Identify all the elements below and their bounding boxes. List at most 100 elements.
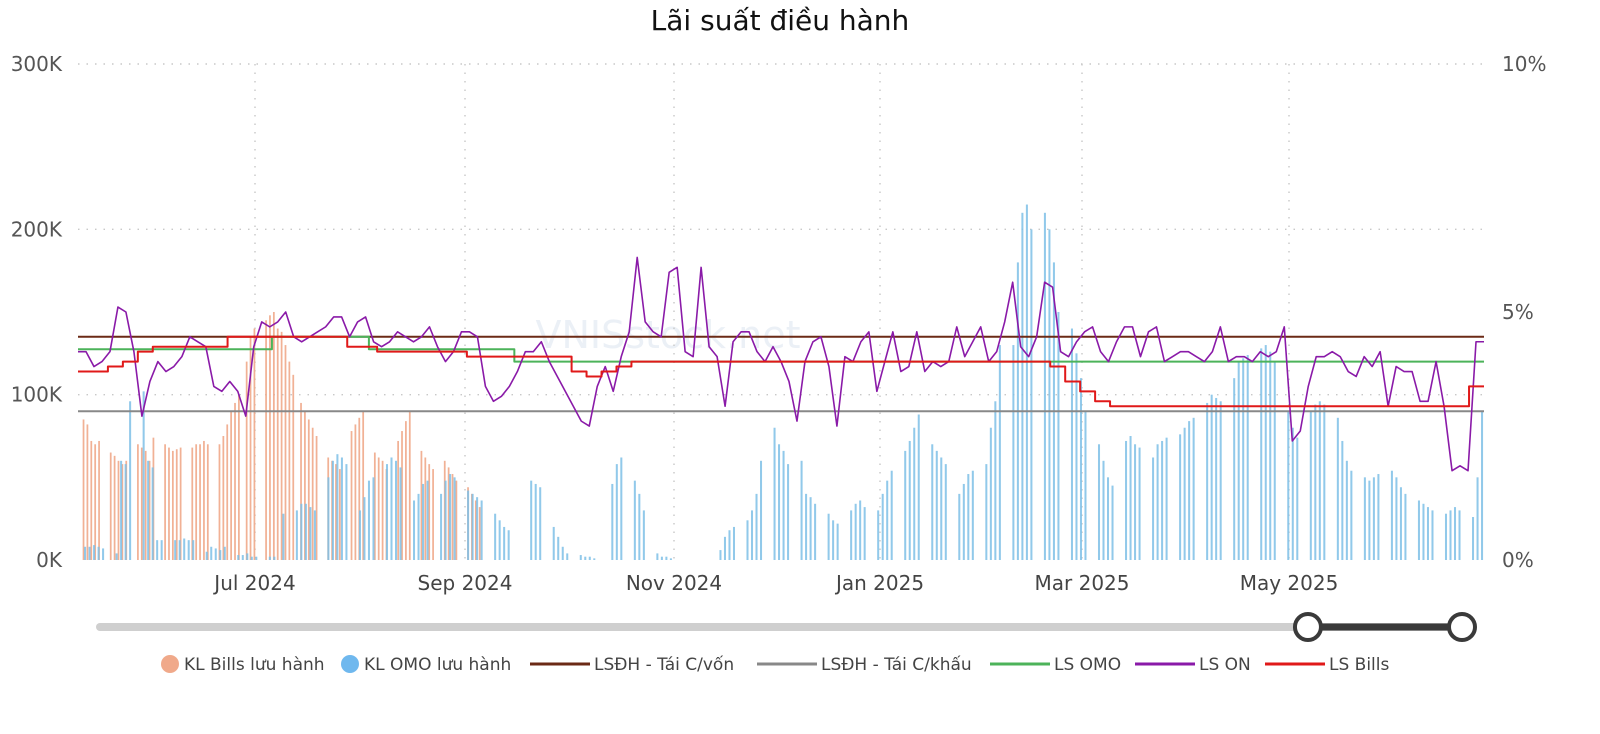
bar-omo	[1372, 477, 1375, 560]
bar-omo	[1431, 510, 1434, 560]
bar-omo	[1075, 353, 1078, 560]
bar-omo	[1345, 460, 1348, 560]
bar-bills	[428, 464, 431, 560]
bar-bills	[300, 402, 302, 560]
bar-omo	[503, 526, 506, 560]
legend-lsdh-rediscount[interactable]: LSĐH - Tái C/khấu	[757, 654, 972, 675]
bar-omo	[814, 503, 817, 560]
bar-omo	[268, 556, 271, 560]
bar-bills	[94, 444, 97, 560]
bar-bills	[350, 431, 353, 560]
bar-bills	[335, 464, 337, 560]
bar-omo	[561, 546, 564, 560]
bar-omo	[1269, 351, 1272, 560]
bar-omo	[142, 391, 145, 560]
bar-omo	[881, 493, 884, 560]
bar-omo	[304, 503, 307, 560]
bar-bills	[117, 460, 120, 560]
bar-omo	[1152, 457, 1155, 560]
bar-omo	[273, 556, 276, 560]
bar-bills	[206, 444, 209, 560]
bar-omo	[444, 480, 447, 560]
bar-omo	[97, 546, 100, 560]
bar-omo	[1336, 417, 1339, 560]
bar-omo	[1138, 447, 1141, 560]
bar-bills	[140, 447, 143, 560]
bar-omo	[124, 464, 127, 560]
bar-bills	[179, 447, 182, 560]
bar-omo	[931, 444, 934, 560]
bar-omo	[593, 558, 596, 560]
bar-omo	[300, 503, 303, 560]
bar-omo	[530, 480, 533, 560]
bar-omo	[1025, 204, 1028, 560]
gridlines	[78, 63, 1484, 560]
bar-omo	[1395, 477, 1398, 560]
bar-omo	[958, 493, 961, 560]
bar-omo	[345, 464, 348, 560]
bar-omo	[1399, 487, 1402, 560]
bar-omo	[1111, 485, 1114, 560]
bar-omo	[1318, 401, 1321, 560]
bar-bills	[455, 480, 458, 560]
bar-omo	[778, 444, 781, 560]
legend-ls-bills[interactable]: LS Bills	[1265, 655, 1389, 675]
bar-omo	[1043, 212, 1046, 561]
bar-omo	[223, 546, 226, 560]
bar-bills	[292, 374, 295, 560]
range-slider[interactable]	[96, 612, 1477, 642]
bar-omo	[471, 493, 474, 560]
bar-omo	[656, 553, 659, 560]
legend-kl-omo[interactable]: KL OMO lưu hành	[341, 655, 511, 675]
bar-bills	[137, 444, 139, 560]
bar-omo	[1476, 477, 1479, 560]
legend-kl-bills[interactable]: KL Bills lưu hành	[161, 655, 325, 675]
bar-bills	[245, 361, 248, 560]
bar-omo	[205, 551, 208, 560]
legend-ls-on[interactable]: LS ON	[1135, 655, 1251, 675]
bar-omo	[1084, 411, 1087, 560]
bar-omo	[890, 470, 893, 560]
bar-omo	[1161, 440, 1164, 560]
bar-omo	[1188, 421, 1191, 560]
bar-omo	[805, 493, 808, 560]
legend-dot	[161, 655, 179, 673]
bar-omo	[1404, 493, 1407, 560]
bar-omo	[1422, 503, 1425, 560]
bar-omo	[1390, 470, 1393, 560]
legend-ls-omo[interactable]: LS OMO	[990, 655, 1121, 675]
bar-bills	[338, 469, 341, 560]
bar-omo	[210, 546, 213, 560]
bar-bills	[199, 444, 201, 560]
bar-bills	[253, 328, 256, 560]
bar-omo	[1179, 434, 1182, 560]
bar-omo	[723, 536, 726, 560]
bar-omo	[1210, 394, 1213, 560]
bar-bills	[249, 336, 252, 560]
bar-omo	[1156, 444, 1159, 560]
bar-omo	[1426, 507, 1429, 560]
bar-bills	[276, 328, 279, 560]
bar-bills	[354, 424, 357, 560]
bar-omo	[183, 538, 186, 560]
bar-omo	[669, 558, 672, 560]
bar-omo	[944, 464, 947, 560]
bar-bills	[82, 419, 85, 560]
bar-omo	[88, 546, 91, 560]
bar-omo	[904, 450, 907, 560]
y-left-tick: 100K	[11, 383, 63, 407]
bar-omo	[399, 467, 402, 560]
bar-omo	[282, 513, 285, 560]
bars-layer	[82, 204, 1484, 561]
bar-omo	[859, 500, 862, 560]
bar-omo	[1219, 401, 1222, 560]
legend-label: LSĐH - Tái C/khấu	[821, 654, 972, 675]
legend-label: LS OMO	[1054, 655, 1121, 675]
slider-handle-start[interactable]	[1292, 612, 1323, 642]
bar-omo	[1048, 229, 1051, 560]
slider-handle-end[interactable]	[1447, 612, 1477, 642]
bar-omo	[453, 477, 456, 560]
x-tick: Jan 2025	[834, 571, 924, 595]
bar-bills	[113, 455, 116, 560]
legend-lsdh-refinancing[interactable]: LSĐH - Tái C/vốn	[530, 654, 734, 675]
